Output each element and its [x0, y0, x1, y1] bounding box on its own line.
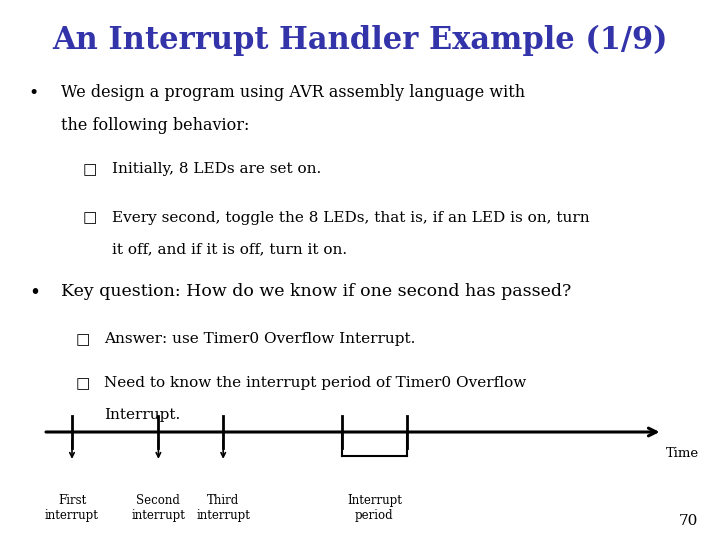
Text: •: •: [29, 84, 39, 102]
Text: Initially, 8 LEDs are set on.: Initially, 8 LEDs are set on.: [112, 162, 321, 176]
Text: Second
interrupt: Second interrupt: [132, 494, 185, 522]
Text: Key question: How do we know if one second has passed?: Key question: How do we know if one seco…: [61, 284, 572, 300]
Text: Answer: use Timer0 Overflow Interrupt.: Answer: use Timer0 Overflow Interrupt.: [104, 332, 415, 346]
Text: ...: ...: [285, 422, 298, 436]
Text: •: •: [29, 284, 40, 302]
Text: Every second, toggle the 8 LEDs, that is, if an LED is on, turn: Every second, toggle the 8 LEDs, that is…: [112, 211, 589, 225]
Text: □: □: [76, 332, 90, 347]
Text: First
interrupt: First interrupt: [45, 494, 99, 522]
Text: An Interrupt Handler Example (1/9): An Interrupt Handler Example (1/9): [53, 24, 667, 56]
Text: the following behavior:: the following behavior:: [61, 117, 250, 134]
Text: Third
interrupt: Third interrupt: [197, 494, 250, 522]
Text: □: □: [76, 376, 90, 392]
Text: Need to know the interrupt period of Timer0 Overflow: Need to know the interrupt period of Tim…: [104, 376, 526, 390]
Text: it off, and if it is off, turn it on.: it off, and if it is off, turn it on.: [112, 242, 347, 256]
Text: □: □: [83, 211, 97, 226]
Text: Time: Time: [666, 447, 699, 460]
Text: We design a program using AVR assembly language with: We design a program using AVR assembly l…: [61, 84, 526, 100]
Text: 70: 70: [679, 514, 698, 528]
Text: □: □: [83, 162, 97, 177]
Text: Interrupt.: Interrupt.: [104, 408, 181, 422]
Text: Interrupt
period: Interrupt period: [347, 494, 402, 522]
